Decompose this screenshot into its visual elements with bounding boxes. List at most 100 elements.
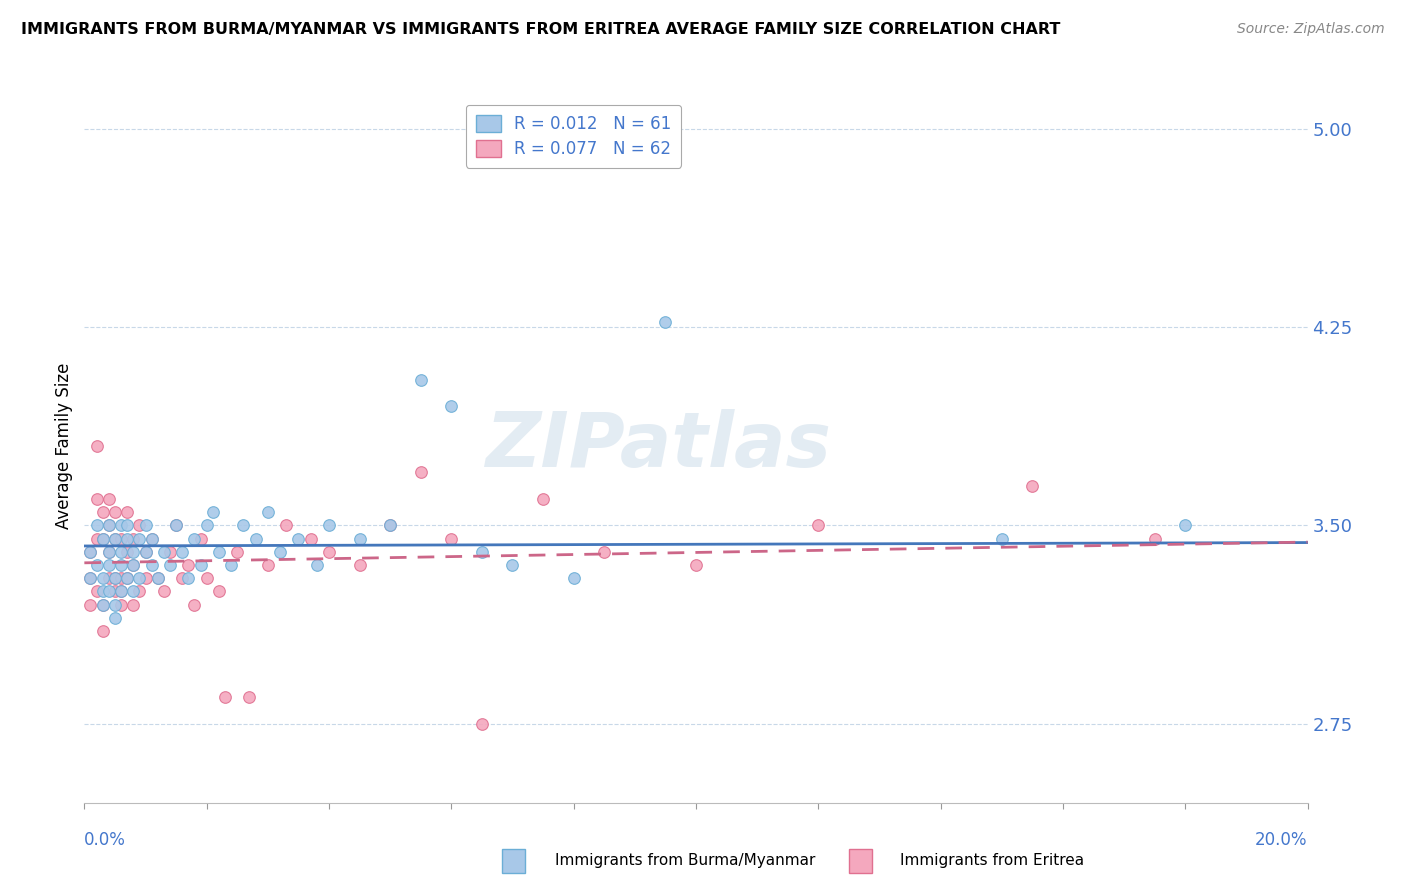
Point <box>276 518 298 533</box>
Point <box>471 716 494 731</box>
Point <box>86 518 108 533</box>
Point <box>91 598 114 612</box>
Point <box>146 571 169 585</box>
Point <box>232 518 254 533</box>
Point <box>1174 518 1197 533</box>
Point <box>380 518 402 533</box>
Point <box>159 558 181 572</box>
Point <box>91 598 114 612</box>
Point <box>165 518 187 533</box>
Point <box>104 532 127 546</box>
Point <box>97 558 120 572</box>
Point <box>86 491 108 506</box>
Point <box>91 532 114 546</box>
Text: 0.0%: 0.0% <box>84 831 127 849</box>
Text: Immigrants from Burma/Myanmar: Immigrants from Burma/Myanmar <box>555 854 815 868</box>
Point <box>128 518 150 533</box>
Point <box>104 505 127 519</box>
Point <box>409 466 432 480</box>
Point <box>531 491 554 506</box>
Point <box>159 545 181 559</box>
Point <box>97 518 120 533</box>
Point <box>128 584 150 599</box>
Point <box>79 545 101 559</box>
Point <box>245 532 267 546</box>
Point <box>115 545 138 559</box>
Point <box>79 545 101 559</box>
Point <box>201 505 224 519</box>
Point <box>110 518 132 533</box>
Point <box>91 571 114 585</box>
Point <box>97 545 120 559</box>
Point <box>110 598 132 612</box>
Point <box>104 571 127 585</box>
Point <box>97 545 120 559</box>
Point <box>135 571 157 585</box>
Point <box>349 532 371 546</box>
Point <box>110 584 132 599</box>
Point <box>153 545 176 559</box>
Point <box>195 518 218 533</box>
Point <box>115 532 138 546</box>
Legend: R = 0.012   N = 61, R = 0.077   N = 62: R = 0.012 N = 61, R = 0.077 N = 62 <box>465 104 682 168</box>
Point <box>226 545 249 559</box>
Point <box>1143 532 1166 546</box>
Point <box>104 571 127 585</box>
Point <box>115 571 138 585</box>
Point <box>79 571 101 585</box>
Point <box>86 439 108 453</box>
Point <box>257 505 280 519</box>
Point <box>562 571 585 585</box>
Point <box>115 518 138 533</box>
Point <box>177 571 200 585</box>
Point <box>91 624 114 638</box>
Point <box>122 558 145 572</box>
Point <box>110 584 132 599</box>
Point <box>349 558 371 572</box>
Point <box>104 584 127 599</box>
Point <box>135 545 157 559</box>
Point <box>177 558 200 572</box>
Point <box>141 532 163 546</box>
Point <box>440 532 463 546</box>
Point <box>654 315 676 329</box>
Point <box>135 545 157 559</box>
Point <box>807 518 830 533</box>
Point <box>165 518 187 533</box>
Point <box>183 532 205 546</box>
Point <box>318 518 340 533</box>
Text: 20.0%: 20.0% <box>1256 831 1308 849</box>
Point <box>128 571 150 585</box>
Point <box>685 558 707 572</box>
Point <box>471 545 494 559</box>
Text: Immigrants from Eritrea: Immigrants from Eritrea <box>900 854 1084 868</box>
Point <box>440 400 463 414</box>
Point <box>110 571 132 585</box>
Point <box>1021 478 1043 492</box>
Point <box>141 532 163 546</box>
Point <box>190 532 212 546</box>
Point <box>79 598 101 612</box>
Point <box>97 518 120 533</box>
Point <box>97 584 120 599</box>
Point <box>122 598 145 612</box>
Point <box>104 532 127 546</box>
Point <box>195 571 218 585</box>
Point <box>122 584 145 599</box>
Point <box>219 558 242 572</box>
Point <box>79 571 101 585</box>
Point <box>299 532 322 546</box>
Point <box>208 545 231 559</box>
Point <box>86 584 108 599</box>
Point <box>502 558 524 572</box>
Point <box>115 505 138 519</box>
Point <box>380 518 402 533</box>
Point <box>172 545 194 559</box>
Point <box>122 532 145 546</box>
Point <box>122 558 145 572</box>
Point <box>110 558 132 572</box>
Point <box>141 558 163 572</box>
Point <box>97 571 120 585</box>
Point <box>269 545 291 559</box>
Point <box>91 532 114 546</box>
